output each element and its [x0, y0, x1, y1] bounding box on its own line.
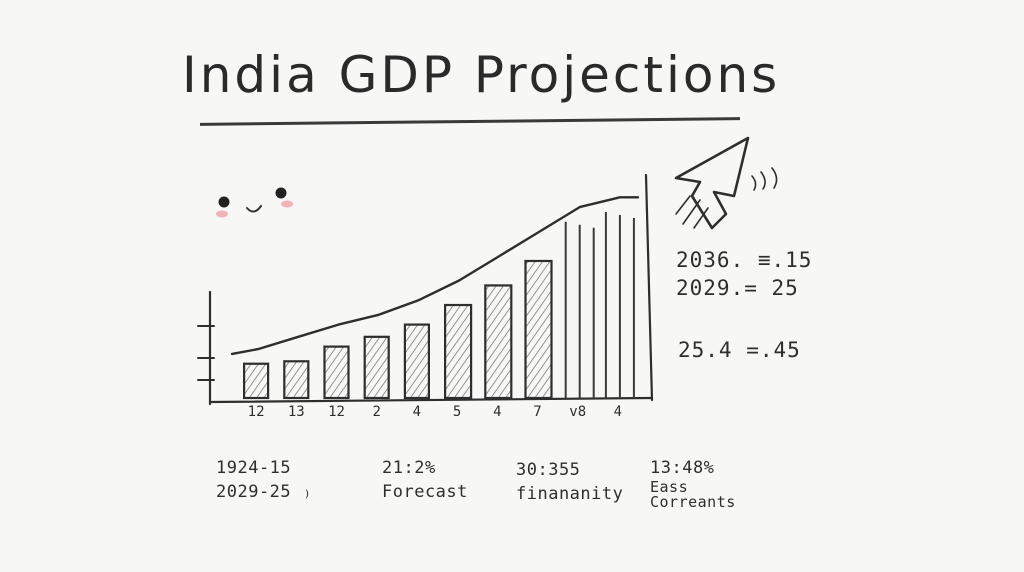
bar-7 [484, 284, 513, 400]
x-tick-label: 7 [533, 404, 541, 420]
footer-col-1-line1: 1924-15 [216, 458, 292, 478]
axes [197, 173, 654, 406]
bars-group [243, 212, 635, 400]
x-tick-label: 4 [614, 404, 622, 420]
footer-col-4-line3: Correants [650, 493, 736, 511]
x-tick-label: 13 [288, 404, 305, 420]
footer-col-3-line1: 30:355 [516, 460, 581, 480]
bar-10 [604, 212, 635, 398]
bar-5 [403, 323, 430, 400]
x-tick-label: 2 [372, 404, 380, 420]
bar-2 [283, 360, 310, 400]
bar-2-rect [283, 360, 310, 400]
bar-1 [243, 362, 270, 400]
x-tick-label: 4 [493, 404, 501, 420]
bar-9 [564, 221, 595, 398]
note-1: 2036. ≡.15 [676, 248, 813, 272]
bar-4-rect [363, 335, 390, 400]
y-axis-ticks [197, 325, 215, 381]
footer-col-1: 1924-15 2029-25 ₎ [216, 456, 313, 504]
bar-7-rect [484, 284, 513, 400]
x-tick-label: 4 [413, 404, 421, 420]
note-3: 25.4 =.45 [678, 338, 801, 362]
bar-3 [323, 345, 350, 400]
footer-col-4: 13:48% Eass Correants [650, 456, 736, 510]
x-tick-labels: 12 13 12 2 4 5 4 7 v8 4 [248, 404, 622, 420]
bar-8 [524, 259, 553, 400]
cursor-arrow-icon [674, 136, 778, 230]
bar-1-rect [243, 362, 270, 400]
bar-3-rect [323, 345, 350, 400]
bar-5-rect [403, 323, 430, 400]
right-border [644, 173, 654, 402]
footer-col-4-line2: Eass [650, 478, 689, 496]
chart-title: India GDP Projections [182, 46, 781, 104]
trend-line [230, 196, 640, 356]
bar-4 [363, 335, 390, 400]
x-tick-label: v8 [569, 404, 586, 420]
x-tick-label: 12 [248, 404, 265, 420]
footer-col-2-line2: Forecast [382, 482, 468, 502]
bar-8-rect [524, 259, 553, 400]
smiley-face-doodle [216, 187, 293, 218]
footer-col-1-line2: 2029-25 ₎ [216, 482, 313, 502]
footer-col-4-line1: 13:48% [650, 458, 715, 478]
bar-6-rect [444, 303, 473, 400]
x-tick-label: 12 [328, 404, 345, 420]
footer-col-3: 30:355 finananity [516, 458, 623, 506]
footer-col-3-line2: finananity [516, 484, 624, 504]
x-tick-label: 5 [453, 404, 461, 420]
footer-col-2: 21:2% Forecast [382, 456, 468, 504]
footer-col-2-line1: 21:2% [382, 458, 436, 478]
x-axis [208, 396, 654, 404]
note-2: 2029.= 25 [676, 276, 799, 300]
bar-6 [444, 303, 473, 400]
